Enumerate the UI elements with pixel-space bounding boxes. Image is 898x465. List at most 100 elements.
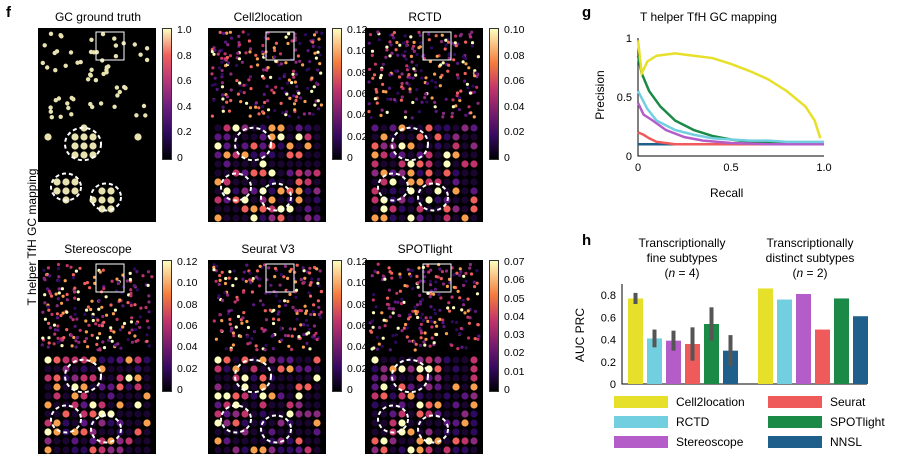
pr-line-cell2location (636, 40, 822, 139)
auc-bar-cell2location (628, 298, 643, 384)
legend-swatch-seurat (768, 396, 822, 408)
colorbar-tick-label: 0.06 (504, 274, 525, 287)
map-zoom-1 (208, 122, 326, 222)
auc-errorbar (690, 327, 695, 361)
auc-bar-nnsl (723, 350, 738, 384)
auc-ytick: 0.6 (601, 312, 616, 324)
pr-ytick: 0.5 (617, 92, 632, 104)
colorbar-tick-label: 0.06 (177, 320, 198, 332)
map-overview-0 (38, 28, 156, 122)
colorbar-3 (162, 260, 172, 392)
auc-errorbar (709, 307, 714, 341)
auc-errorbar (633, 292, 638, 304)
auc-errorbar (652, 329, 657, 348)
auc-ytick: 0.4 (601, 335, 616, 347)
colorbar-tick-label: 0.06 (347, 320, 368, 332)
legend-swatch-nnsl (768, 436, 822, 448)
pr-ytick: 0 (626, 151, 632, 163)
colorbar-tick-label: 0.06 (347, 88, 368, 100)
colorbar-tick-label: 0 (504, 152, 510, 164)
panel-f-ylabel: T helper TfH GC mapping (25, 168, 39, 306)
group1-title-line2: fine subtypes (646, 251, 718, 265)
legend-label-seurat: Seurat (830, 395, 866, 409)
auc-bar-chart: 0 0.2 0.4 0.6 0.8 (601, 284, 868, 391)
colorbar-tick-label: 0 (504, 384, 510, 396)
colorbar-tick-label: 0.10 (177, 277, 198, 290)
pr-xtick: 0 (635, 162, 641, 174)
colorbar-tick-label: 0.10 (347, 277, 368, 290)
colorbar-tick-label: 0 (347, 384, 353, 396)
group1-title-line1: Transcriptionally (638, 236, 726, 250)
colorbar-tick-label: 0.6 (177, 75, 192, 88)
map-title-0: GC ground truth (54, 10, 142, 24)
legend-swatch-cell2location (614, 396, 668, 408)
colorbar-tick-label: 0.2 (177, 126, 192, 139)
auc-bar-stereoscope (666, 340, 681, 384)
legend-label-cell2location: Cell2location (676, 395, 745, 409)
legend-label-rctd: RCTD (676, 415, 710, 429)
legend-swatch-spotlight (768, 416, 822, 428)
auc-ytick: 0.8 (601, 290, 616, 302)
map-title-4: Seurat V3 (241, 242, 295, 256)
colorbar-tick-label: 0.12 (347, 24, 368, 36)
auc-bar-rctd (647, 338, 662, 384)
colorbar-0 (162, 28, 172, 160)
colorbar-tick-label: 0.05 (504, 292, 525, 305)
colorbar-tick-label: 0.10 (504, 24, 525, 36)
auc-bar-spotlight (704, 324, 719, 384)
map-overview-1 (208, 28, 326, 122)
colorbar-tick-label: 0 (177, 152, 183, 164)
colorbar-tick-label: 0.12 (177, 256, 198, 268)
colorbar-5 (489, 260, 499, 392)
colorbar-tick-label: 0.08 (504, 49, 525, 62)
legend-swatch-rctd (614, 416, 668, 428)
colorbar-tick-label: 1.0 (177, 24, 192, 36)
map-zoom-4 (208, 354, 326, 454)
map-overview-2 (365, 28, 483, 122)
auc-bar-seurat (815, 329, 830, 384)
auc-bar-rctd (777, 299, 792, 384)
pr-ytick: 1 (626, 33, 632, 45)
colorbar-tick-label: 0.02 (347, 130, 368, 143)
map-title-2: RCTD (408, 10, 442, 24)
map-zoom-0 (38, 122, 156, 222)
auc-bar-seurat (685, 344, 700, 384)
group2-title-line2: distinct subtypes (765, 251, 855, 265)
colorbar-tick-label: 0.02 (504, 126, 525, 139)
legend-label-stereoscope: Stereoscope (676, 435, 744, 449)
colorbar-4 (332, 260, 342, 392)
colorbar-tick-label: 0 (347, 152, 353, 164)
auc-ytick: 0.2 (601, 357, 616, 369)
pr-xlabel: Recall (710, 186, 744, 200)
panel-f-letter: f (6, 4, 11, 21)
colorbar-tick-label: 0.07 (504, 256, 525, 268)
colorbar-tick-label: 0.4 (177, 100, 192, 113)
colorbar-tick-label: 0.06 (504, 75, 525, 88)
map-title-3: Stereoscope (64, 242, 132, 256)
colorbar-tick-label: 0.03 (504, 329, 525, 342)
pr-ylabel: Precision (593, 70, 607, 120)
colorbar-1 (332, 28, 342, 160)
map-overview-4 (208, 260, 326, 354)
map-overview-5 (365, 260, 483, 354)
map-title-1: Cell2location (233, 10, 303, 24)
colorbar-tick-label: 0.01 (504, 365, 525, 378)
colorbar-tick-label: 0.02 (347, 362, 368, 375)
legend-label-spotlight: SPOTlight (830, 415, 885, 429)
panel-g-letter: g (582, 4, 592, 21)
pr-line-rctd (636, 90, 824, 144)
legend-label-nnsl: NNSL (830, 435, 863, 449)
auc-bar-stereoscope (796, 294, 811, 384)
group2-title-line1: Transcriptionally (766, 236, 854, 250)
auc-errorbar (728, 335, 733, 367)
colorbar-tick-label: 0.12 (347, 256, 368, 268)
colorbar-tick-label: 0.04 (347, 341, 368, 354)
colorbar-tick-label: 0.8 (177, 49, 192, 62)
map-title-5: SPOTlight (397, 242, 453, 256)
pr-xtick: 0.5 (723, 162, 738, 174)
colorbar-tick-label: 0.02 (504, 347, 525, 360)
pr-axes (637, 38, 824, 157)
panel-h-letter: h (582, 232, 592, 249)
pr-chart-title: T helper TfH GC mapping (640, 10, 777, 24)
precision-recall-chart: 00 0.5 0.5 1.0 1 (617, 33, 832, 174)
